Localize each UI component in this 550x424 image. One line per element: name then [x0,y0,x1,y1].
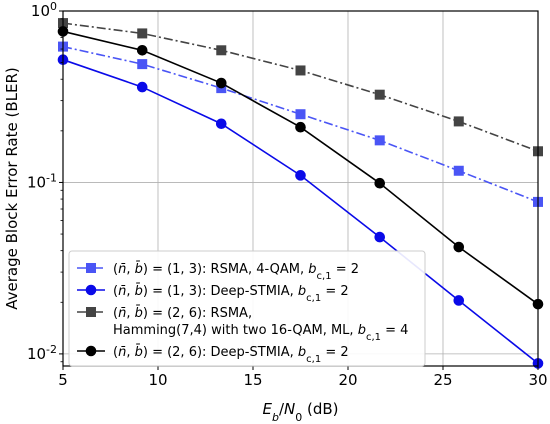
y-tick-label: 100 [31,0,57,20]
series-1-marker [137,59,148,70]
legend-entry-4: (n̄, b̄) = (2, 6): Deep-STMIA, bc,1 = 2 [77,345,349,365]
legend-marker-sample [86,263,96,273]
series-4-marker [295,121,306,133]
legend-marker-sample [85,284,97,296]
series-2 [57,54,544,369]
legend-label: (n̄, b̄) = (1, 3): RSMA, 4-QAM, bc,1 = 2 [113,262,359,282]
series-2-marker [215,118,227,130]
series-1-marker [374,135,385,146]
legend-label: (n̄, b̄) = (1, 3): Deep-STMIA, bc,1 = 2 [113,284,349,304]
series-3-marker [453,116,464,127]
series-4-marker [453,241,465,253]
y-axis-label: Average Block Error Rate (BLER) [3,67,21,309]
series-1-marker [453,165,464,176]
series-3 [58,18,543,157]
series-3-marker [295,65,306,76]
series-2-marker [295,170,306,181]
x-tick-label: 5 [58,371,68,389]
x-tick-label: 30 [528,371,547,389]
series-4-marker [215,77,227,89]
legend-box [68,250,426,367]
legend-label: (n̄, b̄) = (2, 6): Deep-STMIA, bc,1 = 2 [113,345,349,365]
x-tick-label: 10 [148,371,167,389]
legend-label: Hamming(7,4) with two 16-QAM, ML, bc,1 =… [113,323,408,343]
series-4 [57,26,544,310]
legend-entry-2: (n̄, b̄) = (1, 3): Deep-STMIA, bc,1 = 2 [77,284,349,304]
series-3-marker [216,45,227,56]
series-1-marker [295,109,306,120]
series-3-marker [374,89,385,100]
y-tick-label: 10-2 [27,342,57,363]
y-tick-label: 10-1 [27,171,57,192]
legend-marker-sample [86,307,96,317]
x-tick-label: 25 [433,371,452,389]
legend-entry-1: (n̄, b̄) = (1, 3): RSMA, 4-QAM, bc,1 = 2 [77,262,359,282]
series-3-marker [137,28,148,39]
x-axis-label: Eb/N0 (dB) [262,400,338,424]
legend-entry-3: (n̄, b̄) = (2, 6): RSMA, Hamming(7,4) wit… [77,306,408,343]
series-2-marker [374,231,386,243]
series-layer [57,18,544,369]
x-tick-label: 15 [243,371,262,389]
series-2-marker [453,295,465,306]
x-tick-label: 20 [338,371,357,389]
legend-label: (n̄, b̄) = (2, 6): RSMA, [113,306,252,321]
legend: (n̄, b̄) = (1, 3): RSMA, 4-QAM, bc,1 = 2… [68,250,426,367]
series-2-marker [136,81,148,93]
series-4-marker [374,177,386,189]
legend-marker-sample [85,345,97,357]
series-4-marker [136,44,148,56]
